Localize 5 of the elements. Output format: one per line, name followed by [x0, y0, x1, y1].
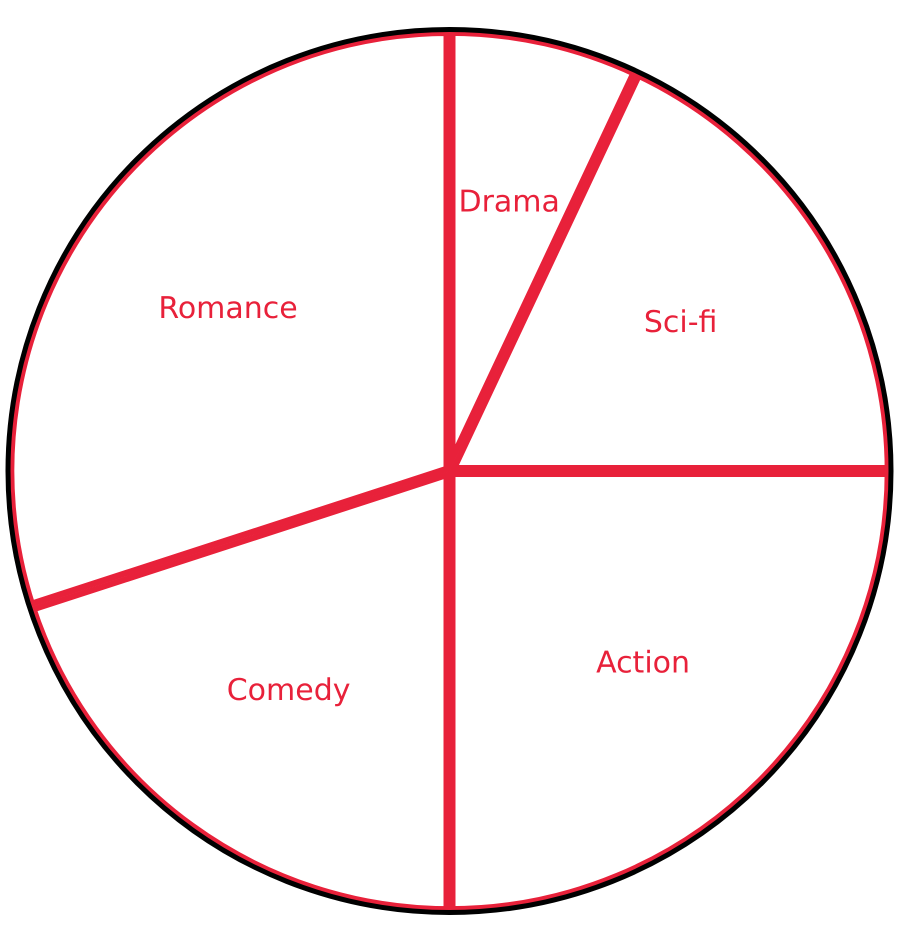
slice-label: Drama — [458, 184, 560, 220]
slice-label: Comedy — [226, 673, 350, 708]
slice-label: Action — [596, 645, 690, 680]
slice-label: Sci-fi — [644, 305, 718, 340]
slice-label: Romance — [158, 290, 298, 326]
